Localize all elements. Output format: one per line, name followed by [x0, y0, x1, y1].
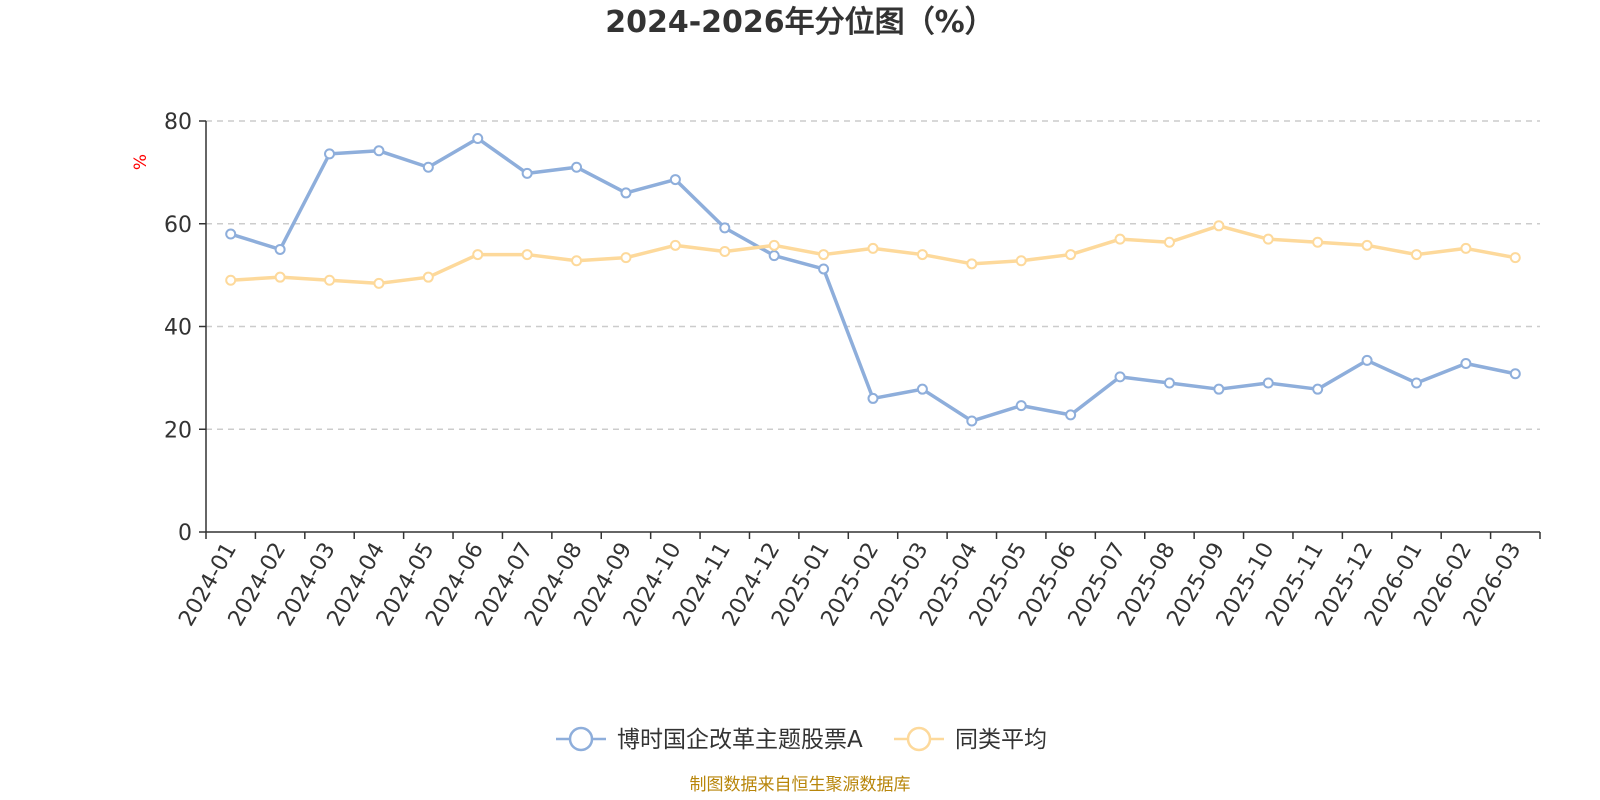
y-tick-label: 80	[164, 110, 192, 135]
data-point[interactable]	[324, 274, 336, 286]
data-point[interactable]	[1114, 233, 1126, 245]
data-point[interactable]	[916, 383, 928, 395]
data-point[interactable]	[867, 242, 879, 254]
legend-marker-circle	[906, 726, 932, 752]
data-point[interactable]	[1163, 377, 1175, 389]
data-point[interactable]	[1509, 368, 1521, 380]
data-point[interactable]	[719, 222, 731, 234]
legend-label: 博时国企改革主题股票A	[617, 727, 863, 753]
grid-lines	[206, 120, 1540, 430]
data-point[interactable]	[571, 255, 583, 267]
data-point[interactable]	[324, 148, 336, 160]
series-2	[225, 220, 1521, 289]
data-point[interactable]	[867, 392, 879, 404]
data-point[interactable]	[966, 415, 978, 427]
data-point[interactable]	[521, 167, 533, 179]
data-point[interactable]	[1312, 236, 1324, 248]
data-point[interactable]	[472, 249, 484, 261]
data-point[interactable]	[1410, 377, 1422, 389]
chart-title: 2024-2026年分位图（%）	[605, 5, 995, 40]
legend[interactable]: 博时国企改革主题股票A 同类平均	[556, 726, 1047, 753]
data-point[interactable]	[472, 132, 484, 144]
data-point[interactable]	[1509, 252, 1521, 264]
data-point[interactable]	[1361, 239, 1373, 251]
data-point[interactable]	[916, 249, 928, 261]
data-point[interactable]	[818, 249, 830, 261]
data-point[interactable]	[1015, 255, 1027, 267]
data-point[interactable]	[719, 245, 731, 257]
y-axis-unit: %	[131, 154, 151, 170]
data-point[interactable]	[422, 161, 434, 173]
data-point[interactable]	[373, 145, 385, 157]
data-point[interactable]	[1015, 400, 1027, 412]
data-point[interactable]	[1213, 383, 1225, 395]
data-point[interactable]	[1065, 249, 1077, 261]
y-tick-label: 40	[164, 316, 192, 341]
data-point[interactable]	[1262, 233, 1274, 245]
data-point[interactable]	[1163, 236, 1175, 248]
y-tick-label: 0	[178, 521, 192, 546]
data-point[interactable]	[1065, 409, 1077, 421]
data-point[interactable]	[669, 174, 681, 186]
data-point[interactable]	[966, 258, 978, 270]
legend-item-2[interactable]: 同类平均	[894, 726, 1047, 753]
data-point[interactable]	[1312, 383, 1324, 395]
y-tick-label: 60	[164, 213, 192, 238]
axes: 0204060802024-012024-022024-032024-04202…	[164, 110, 1541, 631]
series-1	[225, 132, 1521, 427]
data-point[interactable]	[274, 243, 286, 255]
legend-item-1[interactable]: 博时国企改革主题股票A	[556, 726, 863, 753]
legend-label: 同类平均	[955, 727, 1047, 753]
data-point[interactable]	[225, 228, 237, 240]
data-point[interactable]	[1460, 242, 1472, 254]
data-point[interactable]	[1213, 220, 1225, 232]
data-point[interactable]	[225, 274, 237, 286]
data-point[interactable]	[274, 271, 286, 283]
series-layer	[225, 132, 1521, 427]
data-point[interactable]	[1114, 371, 1126, 383]
data-point[interactable]	[521, 249, 533, 261]
data-point[interactable]	[768, 239, 780, 251]
data-point[interactable]	[818, 263, 830, 275]
data-point[interactable]	[1361, 354, 1373, 366]
data-point[interactable]	[1460, 357, 1472, 369]
data-point[interactable]	[669, 239, 681, 251]
data-source-note: 制图数据来自恒生聚源数据库	[690, 775, 911, 795]
data-point[interactable]	[571, 161, 583, 173]
data-point[interactable]	[1262, 377, 1274, 389]
data-point[interactable]	[373, 277, 385, 289]
data-point[interactable]	[768, 250, 780, 262]
data-point[interactable]	[620, 252, 632, 264]
data-point[interactable]	[620, 187, 632, 199]
data-point[interactable]	[1410, 249, 1422, 261]
legend-marker-circle	[568, 726, 594, 752]
data-point[interactable]	[422, 271, 434, 283]
y-tick-label: 20	[164, 418, 192, 443]
series-line	[230, 136, 1516, 423]
series-line	[230, 224, 1516, 286]
